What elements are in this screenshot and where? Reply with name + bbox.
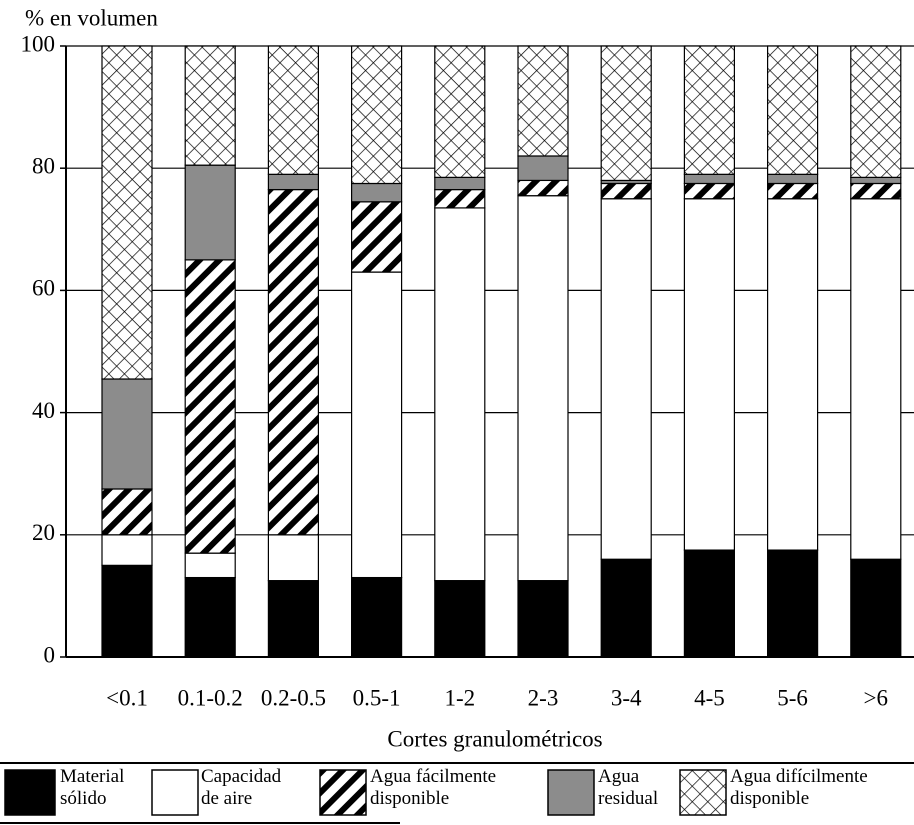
x-tick-label: 5-6 xyxy=(777,685,808,710)
bar-segment xyxy=(683,198,736,551)
bar-segment xyxy=(184,552,236,579)
x-tick-label: <0.1 xyxy=(106,685,148,710)
bar-segment xyxy=(351,576,403,658)
x-tick-label: 0.5-1 xyxy=(353,685,401,710)
bar-segment xyxy=(184,259,236,554)
bar-segment xyxy=(683,45,736,175)
legend-label: Agua residual xyxy=(598,766,659,809)
x-axis-title: Cortes granulométricos xyxy=(387,726,602,751)
bar-segment xyxy=(766,198,819,551)
legend-label: Agua fácilmente disponible xyxy=(370,766,497,809)
bar-segment xyxy=(683,173,736,185)
x-tick-label: 1-2 xyxy=(444,685,475,710)
bar-segment xyxy=(766,45,819,175)
bar-segment xyxy=(517,580,569,658)
legend-swatch xyxy=(319,769,367,816)
y-axis-title: % en volumen xyxy=(25,5,158,30)
bar-segment xyxy=(600,558,652,658)
bar-segment xyxy=(600,182,652,200)
bar-segment xyxy=(351,182,403,203)
bar-segment xyxy=(434,45,486,178)
legend-swatch xyxy=(547,769,595,816)
bar-segment xyxy=(850,182,902,200)
bar-segment xyxy=(101,378,153,490)
bar-segment xyxy=(184,576,236,658)
y-tick-label: 80 xyxy=(32,153,55,178)
bar-segment xyxy=(434,580,486,658)
bar-segment xyxy=(351,271,403,579)
bar-segment xyxy=(517,155,569,182)
bar-segment xyxy=(683,182,736,200)
legend-swatch xyxy=(4,769,56,816)
bar-segment xyxy=(600,45,652,182)
y-tick-label: 40 xyxy=(32,398,55,423)
bar-segment xyxy=(850,176,902,185)
bar-segment xyxy=(434,188,486,209)
bar-segment xyxy=(434,176,486,191)
bar-segment xyxy=(184,164,236,261)
bar-segment xyxy=(351,201,403,273)
bar-segment xyxy=(850,558,902,658)
bar-segment xyxy=(101,534,153,566)
y-tick-label: 60 xyxy=(32,276,55,301)
x-tick-label: 4-5 xyxy=(694,685,725,710)
bar-segment xyxy=(267,580,319,658)
y-tick-label: 20 xyxy=(32,520,55,545)
legend-label: Material sólido xyxy=(60,766,125,809)
x-tick-label: 0.1-0.2 xyxy=(178,685,243,710)
bar-segment xyxy=(267,173,319,191)
legend-label: Capacidad de aire xyxy=(201,766,282,809)
bar-segment xyxy=(267,45,319,175)
y-tick-label: 100 xyxy=(21,31,56,56)
bar-segment xyxy=(267,534,319,582)
legend-swatch xyxy=(151,769,199,816)
bar-segment xyxy=(101,488,153,536)
legend-label: Agua difícilmente disponible xyxy=(730,766,868,809)
bar-segment xyxy=(184,45,236,166)
bar-segment xyxy=(600,198,652,560)
bar-segment xyxy=(517,45,569,157)
y-tick-label: 0 xyxy=(44,642,56,667)
bar-segment xyxy=(517,179,569,197)
bar-segment xyxy=(850,198,902,560)
legend-swatch xyxy=(679,769,727,816)
bar-segment xyxy=(101,45,153,380)
bar-segment xyxy=(766,182,819,200)
bar-segment xyxy=(766,549,819,658)
bar-segment xyxy=(267,188,319,536)
bar-segment xyxy=(434,207,486,582)
bar-segment xyxy=(766,173,819,185)
bar-segment xyxy=(850,45,902,178)
bar-segment xyxy=(683,549,736,658)
x-tick-label: 2-3 xyxy=(528,685,559,710)
x-tick-label: 3-4 xyxy=(611,685,642,710)
bar-segment xyxy=(351,45,403,185)
bar-segment xyxy=(101,564,153,658)
x-tick-label: 0.2-0.5 xyxy=(261,685,326,710)
x-tick-label: >6 xyxy=(864,685,888,710)
bar-segment xyxy=(517,195,569,582)
